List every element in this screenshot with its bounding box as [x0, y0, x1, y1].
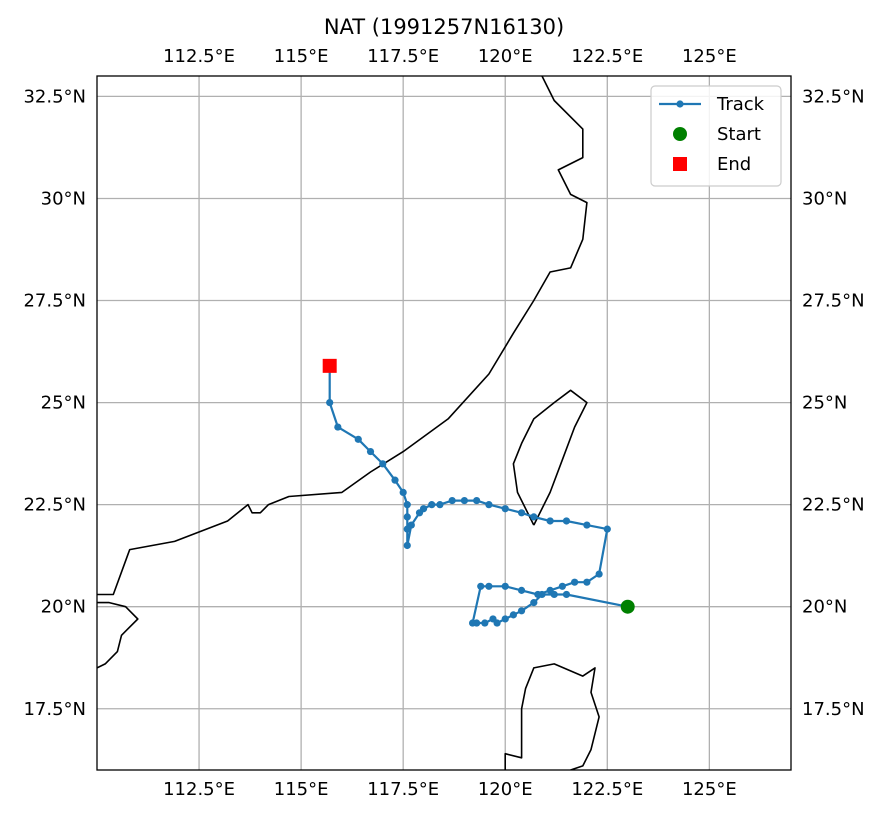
track-point	[379, 460, 387, 468]
track-point	[391, 476, 399, 484]
x-tick-label-bottom: 112.5°E	[163, 779, 235, 800]
track-point	[595, 570, 603, 578]
y-tick-label-left: 20°N	[41, 597, 86, 618]
track-point	[460, 496, 469, 505]
legend-start-marker	[673, 127, 687, 141]
chart-title: NAT (1991257N16130)	[324, 15, 564, 39]
track-point	[428, 501, 436, 509]
track-point	[517, 586, 526, 594]
x-tick-label-bottom: 115°E	[274, 779, 329, 800]
track-point	[415, 509, 424, 517]
track-point	[481, 619, 489, 627]
start-marker	[620, 599, 635, 614]
legend-track-point	[676, 100, 684, 108]
track-point	[501, 505, 509, 513]
track-point	[501, 582, 509, 590]
y-tick-label-right: 30°N	[802, 188, 847, 209]
track-point	[326, 398, 334, 407]
track-point	[546, 517, 554, 525]
y-tick-label-left: 32.5°N	[23, 86, 86, 107]
legend-label: Track	[716, 94, 765, 115]
track-point	[603, 525, 611, 533]
y-tick-label-left: 22.5°N	[23, 495, 86, 516]
track-point	[571, 578, 579, 586]
y-tick-label-left: 17.5°N	[23, 699, 86, 720]
x-tick-label-top: 115°E	[274, 46, 329, 67]
track-point	[485, 501, 493, 509]
y-tick-label-left: 30°N	[41, 188, 86, 209]
y-tick-label-right: 25°N	[802, 393, 847, 414]
x-tick-label-bottom: 120°E	[478, 779, 533, 800]
x-tick-label-top: 112.5°E	[163, 46, 235, 67]
coastline	[97, 601, 139, 669]
track-point	[468, 619, 477, 627]
track-point	[534, 590, 542, 599]
track-point	[530, 599, 538, 607]
coastline	[504, 663, 600, 770]
track-point	[436, 501, 444, 509]
track-point	[403, 541, 411, 550]
legend-label: Start	[717, 124, 761, 145]
x-tick-label-top: 125°E	[682, 46, 737, 67]
track-point	[558, 582, 566, 590]
track-point	[485, 582, 493, 590]
coastlines	[97, 76, 600, 770]
y-tick-label-left: 27.5°N	[23, 291, 86, 312]
track-series	[322, 358, 635, 627]
track-point	[562, 590, 571, 599]
track-point	[517, 509, 526, 517]
x-tick-label-bottom: 117.5°E	[367, 779, 439, 800]
track-point	[583, 521, 591, 529]
track-point	[530, 513, 538, 521]
track-point	[509, 611, 517, 619]
track-point	[334, 423, 342, 431]
y-tick-label-right: 32.5°N	[802, 86, 865, 107]
y-tick-label-right: 20°N	[802, 597, 847, 618]
legend-end-marker	[673, 157, 687, 171]
y-tick-label-right: 17.5°N	[802, 699, 865, 720]
track-point	[489, 615, 497, 623]
coastline	[97, 76, 588, 596]
y-tick-label-right: 22.5°N	[802, 495, 865, 516]
x-tick-label-top: 117.5°E	[367, 46, 439, 67]
track-point	[448, 496, 456, 505]
track-point	[477, 582, 485, 590]
plot-frame	[96, 75, 792, 771]
x-tick-label-top: 122.5°E	[571, 46, 643, 67]
track-point	[562, 517, 571, 525]
track-point	[501, 615, 509, 623]
coastline	[512, 389, 588, 526]
x-tick-label-top: 120°E	[478, 46, 533, 67]
y-tick-label-left: 25°N	[41, 393, 86, 414]
track-point	[473, 496, 481, 505]
end-marker	[322, 358, 337, 373]
x-tick-label-bottom: 125°E	[682, 779, 737, 800]
track-point	[517, 607, 526, 615]
track-point	[399, 488, 407, 496]
track-point	[366, 447, 375, 456]
legend-label: End	[717, 154, 751, 175]
y-tick-label-right: 27.5°N	[802, 291, 865, 312]
track-point	[403, 501, 411, 509]
x-tick-label-bottom: 122.5°E	[571, 779, 643, 800]
track-point	[354, 435, 362, 443]
axis-ticks: 112.5°E 112.5°E 115°E 115°E 117.5°E 117.5°E 12…	[23, 46, 864, 800]
track-point	[583, 578, 591, 586]
track-point	[546, 586, 554, 594]
track-point	[403, 513, 411, 521]
legend: Track Start End	[650, 85, 782, 187]
track-point	[403, 525, 411, 533]
